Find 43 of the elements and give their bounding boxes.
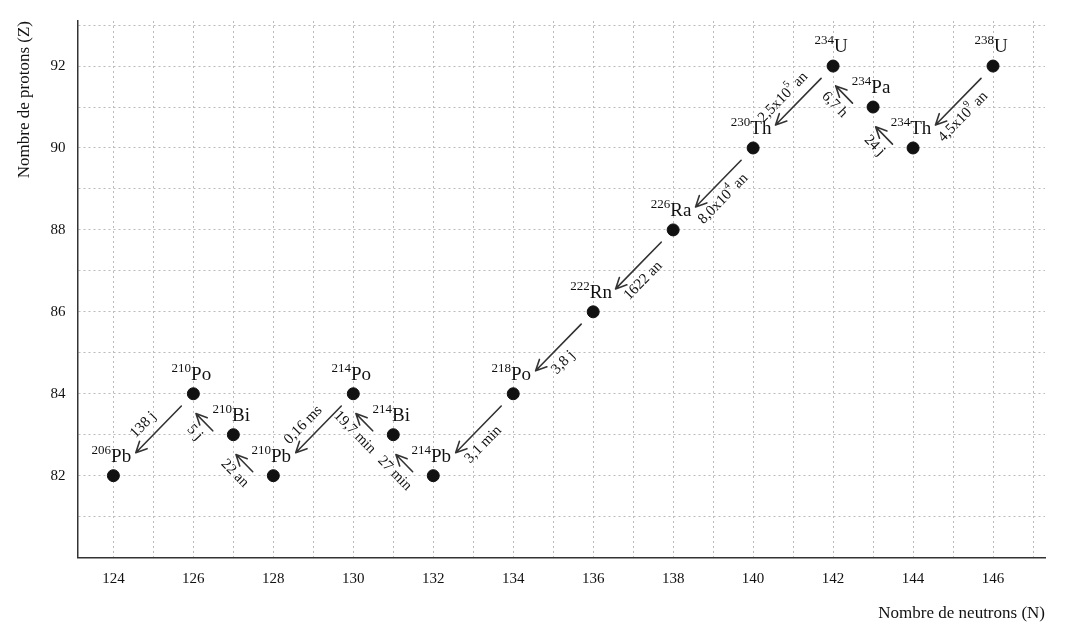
- annotation: 3,1 min: [460, 421, 505, 466]
- x-tick-label: 142: [821, 569, 845, 586]
- x-tick-label: 138: [661, 569, 685, 586]
- y-axis-title: Nombre de protons (Z): [13, 21, 33, 179]
- point: [426, 469, 440, 483]
- point: [586, 305, 600, 319]
- point: [746, 141, 760, 155]
- point: [826, 59, 840, 73]
- x-tick-label: 124: [102, 569, 126, 586]
- y-tick-label: 90: [50, 138, 66, 155]
- y-tick-label: 82: [50, 466, 66, 483]
- x-tick-label: 140: [741, 569, 765, 586]
- point: [866, 100, 880, 114]
- x-axis-title: Nombre de neutrons (N): [878, 603, 1045, 623]
- x-tick-label: 130: [342, 569, 365, 586]
- x-tick-label: 128: [262, 569, 285, 586]
- annotation: 138 j: [126, 407, 159, 441]
- point: [346, 387, 360, 401]
- x-tick-label: 134: [501, 569, 525, 586]
- point: [906, 141, 920, 155]
- annotation: 6,7 h: [819, 87, 852, 121]
- annotation: 5 j: [184, 420, 207, 443]
- annotation: 3,8 j: [547, 346, 578, 377]
- point: [266, 469, 280, 483]
- y-tick-label: 84: [50, 384, 66, 401]
- point: [666, 223, 680, 237]
- x-tick-label: 132: [422, 569, 445, 586]
- annotation: 24 j: [861, 131, 889, 159]
- point: [186, 387, 200, 401]
- annotation: 0,16 ms: [280, 401, 325, 447]
- y-tick-label: 88: [50, 220, 66, 237]
- point: [386, 428, 400, 442]
- x-tick-label: 126: [182, 569, 206, 586]
- x-tick-label: 144: [901, 569, 925, 586]
- annotation: 22 an: [218, 455, 254, 491]
- point: [506, 387, 520, 401]
- x-tick-label: 146: [981, 569, 1005, 586]
- point: [226, 428, 240, 442]
- x-tick-label: 136: [581, 569, 605, 586]
- point: [106, 469, 120, 483]
- point: [986, 59, 1000, 73]
- y-tick-label: 86: [50, 302, 66, 319]
- y-tick-label: 92: [50, 57, 66, 73]
